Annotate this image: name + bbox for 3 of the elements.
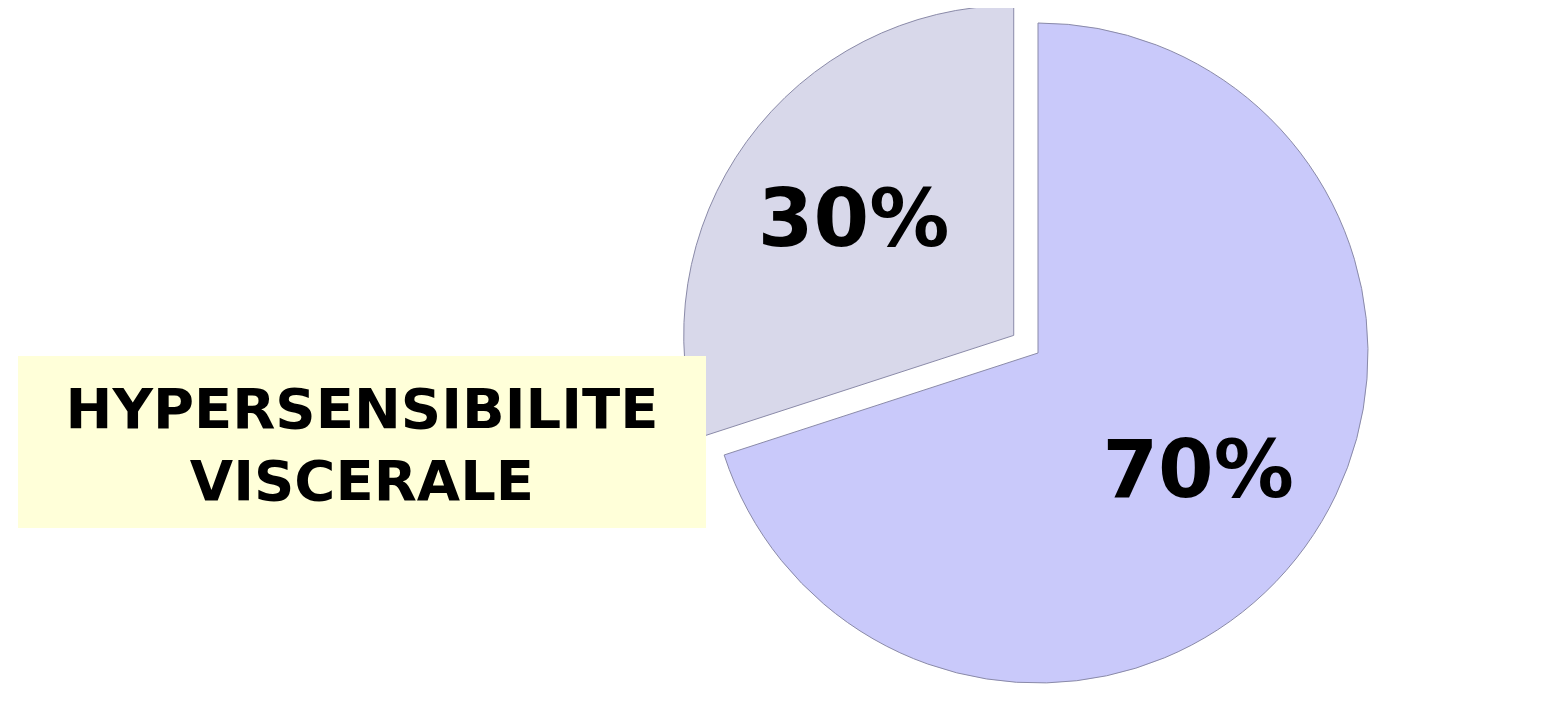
- data-label: 70%: [1102, 422, 1294, 516]
- data-label: 30%: [757, 172, 950, 266]
- text: HYPERSENSIBILITE VISCERALE: [65, 376, 659, 513]
